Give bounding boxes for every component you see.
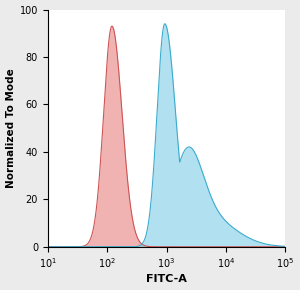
Y-axis label: Normalized To Mode: Normalized To Mode [6, 68, 16, 188]
X-axis label: FITC-A: FITC-A [146, 274, 187, 284]
